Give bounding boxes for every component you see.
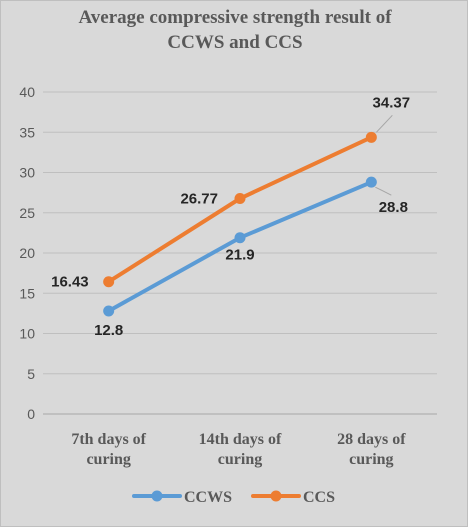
y-tick-label-35: 35 (19, 124, 35, 140)
x-tick-label-2: 28 days of curing (337, 431, 406, 468)
data-label-ccs-2: 34.37 (373, 94, 411, 111)
y-tick-label-40: 40 (19, 84, 35, 100)
x-tick-label-0: 7th days of curing (71, 431, 146, 468)
point-ccs-2 (365, 131, 377, 143)
point-ccws-2 (365, 176, 377, 188)
chart-title-line-2: CCWS and CCS (167, 32, 303, 53)
data-label-ccws-2: 28.8 (379, 199, 408, 216)
data-label-ccws-0: 12.8 (94, 322, 123, 339)
legend-marker-ccs (270, 490, 282, 502)
data-label-ccws-1: 21.9 (225, 247, 254, 264)
point-ccs-1 (234, 193, 246, 205)
point-ccws-0 (103, 305, 115, 317)
chart-title-line-1: Average compressive strength result of (78, 7, 392, 28)
data-label-ccs-1: 26.77 (180, 191, 218, 208)
legend-marker-ccws (151, 490, 163, 502)
y-tick-label-15: 15 (19, 285, 35, 301)
point-ccws-1 (234, 232, 246, 244)
legend-label-ccws: CCWS (184, 489, 232, 506)
y-tick-label-30: 30 (19, 165, 35, 181)
leader-line-ccws-2 (375, 186, 392, 196)
chart-title: Average compressive strength result of C… (1, 5, 468, 55)
y-tick-label-25: 25 (19, 205, 35, 221)
leader-line-ccs-2 (375, 114, 393, 133)
x-tick-label-1: 14th days of curing (199, 431, 282, 468)
y-tick-label-5: 5 (27, 366, 35, 382)
legend-label-ccs: CCS (303, 489, 335, 506)
data-label-ccs-0: 16.43 (51, 274, 89, 291)
point-ccs-0 (103, 276, 115, 288)
y-tick-label-0: 0 (27, 406, 35, 422)
y-tick-label-20: 20 (19, 245, 35, 261)
y-tick-label-10: 10 (19, 326, 35, 342)
